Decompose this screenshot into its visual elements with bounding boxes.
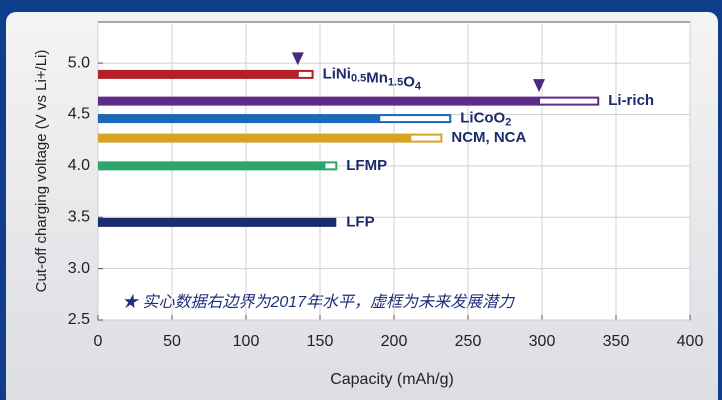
bar-potential [323,161,338,171]
x-tick-label: 100 [233,333,260,350]
x-tick-label: 50 [163,333,181,350]
y-tick-label: 5.0 [68,54,90,71]
bar-current [98,114,380,124]
x-axis-label: Capacity (mAh/g) [330,371,454,388]
bar-current [98,133,411,143]
bar-current [98,161,325,171]
bar-potential [378,114,452,124]
x-tick-label: 250 [455,333,482,350]
y-tick-label: 3.5 [68,208,90,225]
series-label: LFP [346,213,374,230]
y-tick-label: 4.5 [68,106,90,123]
x-tick-label: 350 [603,333,630,350]
series-label: LFMP [346,157,387,174]
y-tick-label: 2.5 [68,311,90,328]
x-tick-label: 400 [677,333,704,350]
bar-potential [409,133,443,143]
series-label: NCM, NCA [451,129,526,146]
annotation: ★ 实心数据右边界为2017年水平，虚框为未来发展潜力 [122,293,516,311]
marker-triangle [533,79,546,93]
marker-triangle [291,52,304,66]
y-axis-label: Cut-off charging voltage (V vs Li+/Li) [33,50,50,293]
series-label: Li-rich [608,92,654,109]
x-tick-label: 0 [94,333,103,350]
bar-potential [538,96,600,106]
bar-potential [296,69,314,79]
series-label: LiCoO2 [460,110,511,129]
y-tick-label: 3.0 [68,260,90,277]
bar-current [98,96,540,106]
bar-current [98,69,298,79]
y-tick-label: 4.0 [68,157,90,174]
x-tick-label: 300 [529,333,556,350]
x-tick-label: 150 [307,333,334,350]
bar-current [98,217,337,227]
series-label: LiNi0.5Mn1.5O4 [323,65,422,92]
x-tick-label: 200 [381,333,408,350]
